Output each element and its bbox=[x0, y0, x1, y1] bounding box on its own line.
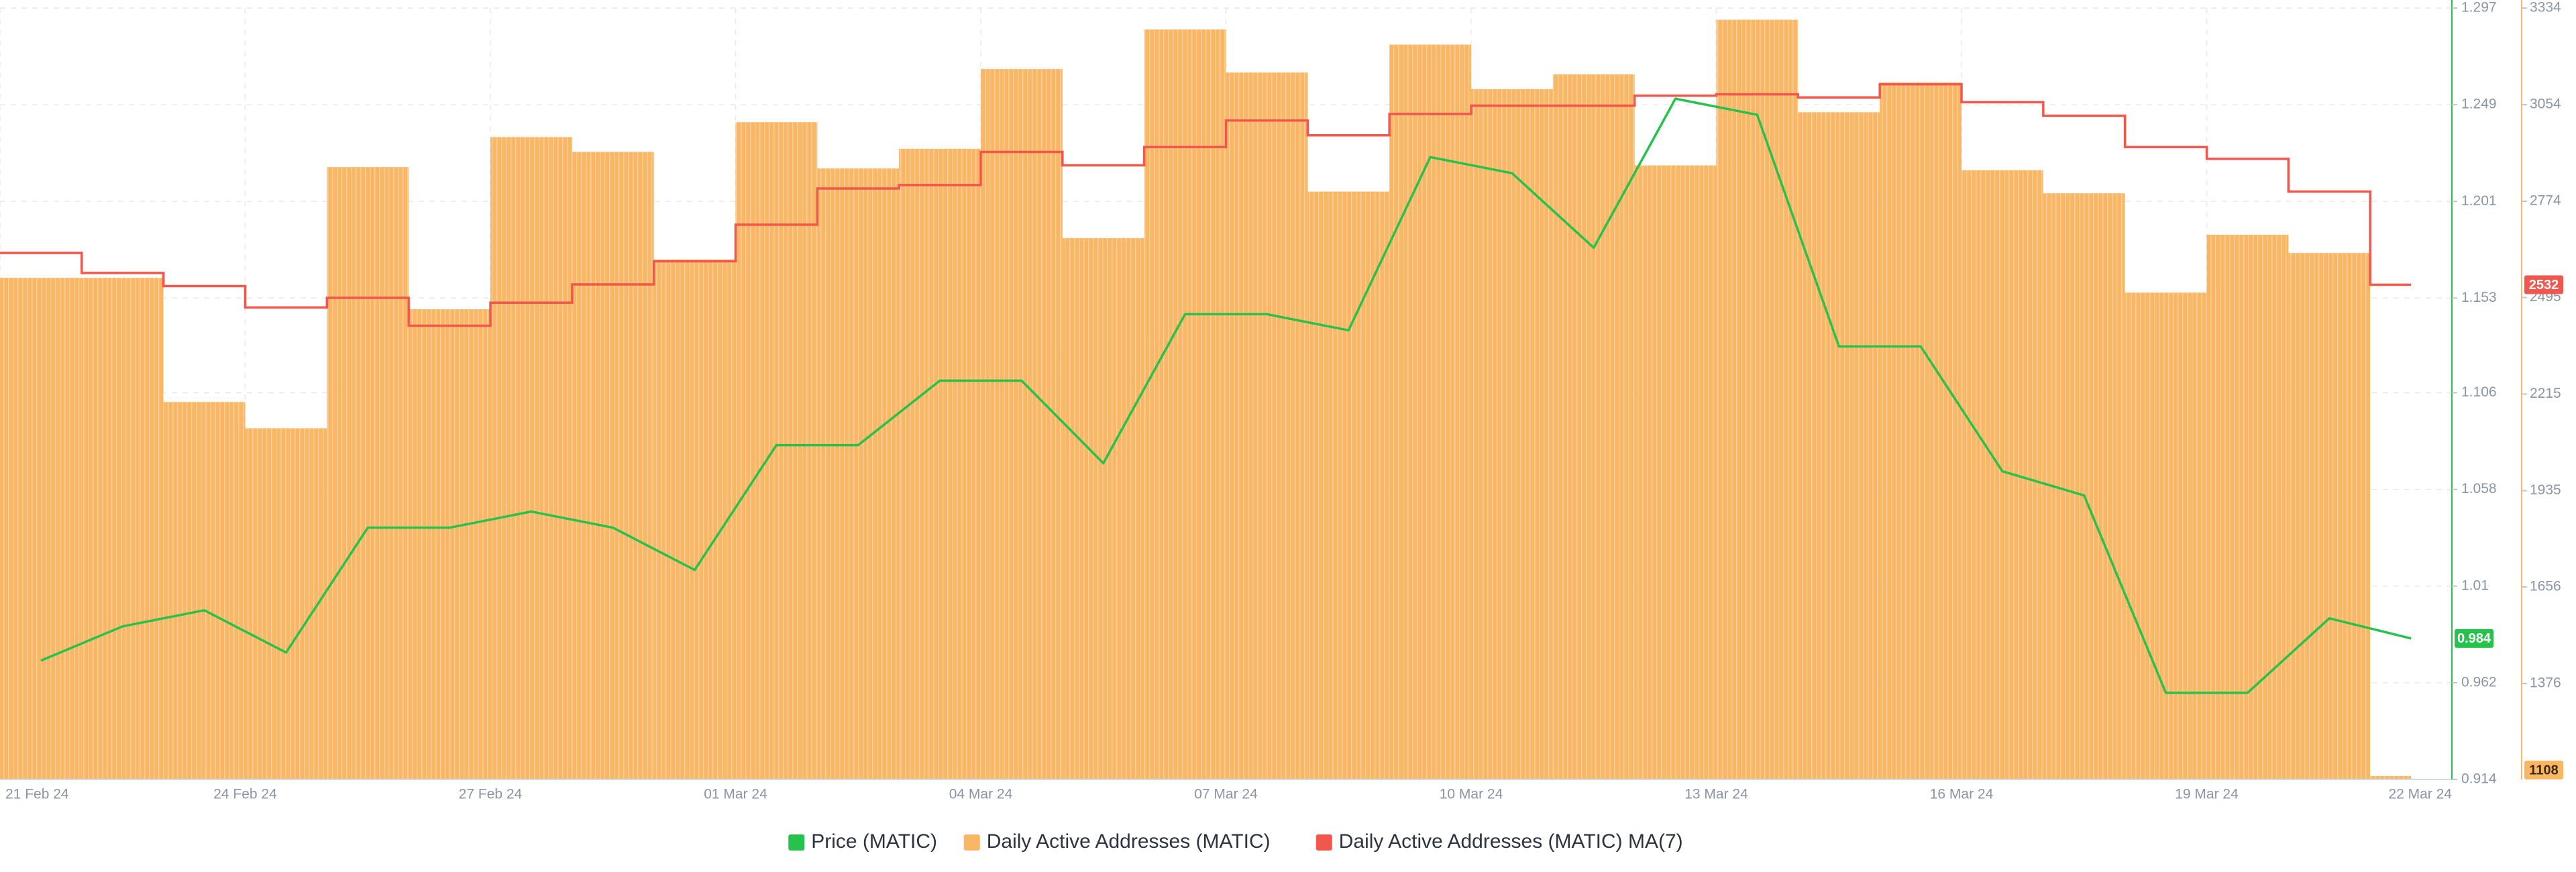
legend-label: Price (MATIC) bbox=[811, 830, 937, 853]
y-tick-label: 1.297 bbox=[2461, 0, 2497, 15]
bar-texture bbox=[409, 309, 490, 779]
bar-texture bbox=[1552, 74, 1635, 779]
x-tick-label: 22 Mar 24 bbox=[2388, 787, 2452, 802]
bar-texture bbox=[572, 152, 654, 780]
y2-tick-label: 1656 bbox=[2530, 579, 2561, 594]
x-tick-label: 27 Feb 24 bbox=[459, 787, 523, 802]
bar-texture bbox=[1716, 19, 1799, 780]
x-tick-label: 13 Mar 24 bbox=[1684, 787, 1748, 802]
bar-texture bbox=[1062, 238, 1144, 779]
bar-texture bbox=[653, 259, 736, 779]
bar-texture bbox=[163, 402, 246, 779]
current-value-label: 1108 bbox=[2529, 763, 2558, 777]
y-tick-label: 1.249 bbox=[2461, 97, 2497, 112]
legend-label: Daily Active Addresses (MATIC) MA(7) bbox=[1339, 830, 1683, 853]
bar-texture bbox=[1226, 72, 1308, 779]
bar-texture bbox=[2206, 234, 2289, 780]
y2-tick-label: 3054 bbox=[2530, 97, 2561, 112]
bar-texture bbox=[0, 278, 82, 779]
bar-texture bbox=[2370, 775, 2412, 779]
price-line bbox=[40, 97, 2412, 694]
x-tick-label: 16 Mar 24 bbox=[1930, 787, 1994, 802]
bar-texture bbox=[81, 278, 164, 779]
x-tick-label: 01 Mar 24 bbox=[704, 787, 767, 802]
y-tick-label: 1.058 bbox=[2461, 481, 2497, 496]
x-tick-label: 21 Feb 24 bbox=[5, 787, 69, 802]
y-tick-label: 0.914 bbox=[2461, 771, 2497, 787]
y2-tick-label: 1935 bbox=[2530, 482, 2561, 498]
current-value: 2532 bbox=[2524, 275, 2563, 294]
x-tick-label: 07 Mar 24 bbox=[1194, 787, 1258, 802]
x-tick-label: 24 Feb 24 bbox=[213, 787, 277, 802]
ma-line bbox=[0, 83, 2412, 327]
current-value-label: 0.984 bbox=[2457, 631, 2491, 646]
bar-texture bbox=[1962, 170, 2043, 779]
y2-tick-label: 3334 bbox=[2530, 0, 2561, 15]
bar-texture bbox=[1880, 83, 1962, 780]
current-value-box bbox=[2524, 275, 2563, 294]
bar-texture bbox=[1471, 89, 1553, 779]
legend-swatch bbox=[963, 834, 980, 851]
bar-texture bbox=[981, 69, 1063, 780]
bar-texture bbox=[1307, 191, 1390, 779]
bar-texture bbox=[1798, 112, 1880, 779]
y2-tick-label: 1376 bbox=[2530, 675, 2561, 691]
current-value-box bbox=[2524, 761, 2563, 779]
bar-texture bbox=[899, 148, 981, 780]
bar-texture bbox=[2125, 292, 2207, 780]
y-tick-label: 1.201 bbox=[2461, 193, 2497, 209]
current-value: 1108 bbox=[2524, 761, 2563, 779]
legend-swatch bbox=[788, 834, 805, 851]
current-value-box bbox=[2455, 629, 2493, 648]
legend-label: Daily Active Addresses (MATIC) bbox=[987, 830, 1271, 853]
y-tick-label: 0.962 bbox=[2461, 674, 2497, 690]
bar-texture bbox=[327, 167, 409, 780]
legend-swatch bbox=[1316, 834, 1332, 851]
bar-texture bbox=[245, 428, 327, 779]
bar-texture bbox=[817, 168, 900, 780]
bar-texture bbox=[490, 137, 572, 779]
y2-tick-label: 2774 bbox=[2530, 193, 2561, 209]
bar-texture bbox=[1144, 29, 1226, 779]
bar-texture bbox=[1389, 44, 1471, 780]
current-value: 0.984 bbox=[2455, 629, 2493, 648]
y-tick-label: 1.153 bbox=[2461, 290, 2497, 305]
x-tick-label: 19 Mar 24 bbox=[2175, 787, 2239, 802]
y-tick-label: 1.106 bbox=[2461, 384, 2497, 400]
bar-texture bbox=[2288, 253, 2371, 779]
current-value-label: 2532 bbox=[2529, 278, 2559, 292]
x-tick-label: 04 Mar 24 bbox=[949, 787, 1013, 802]
y2-tick-label: 2215 bbox=[2530, 386, 2561, 401]
bar-texture bbox=[1634, 165, 1717, 779]
y-tick-label: 1.01 bbox=[2461, 578, 2489, 593]
x-tick-label: 10 Mar 24 bbox=[1440, 787, 1503, 802]
bar-texture bbox=[735, 122, 818, 779]
